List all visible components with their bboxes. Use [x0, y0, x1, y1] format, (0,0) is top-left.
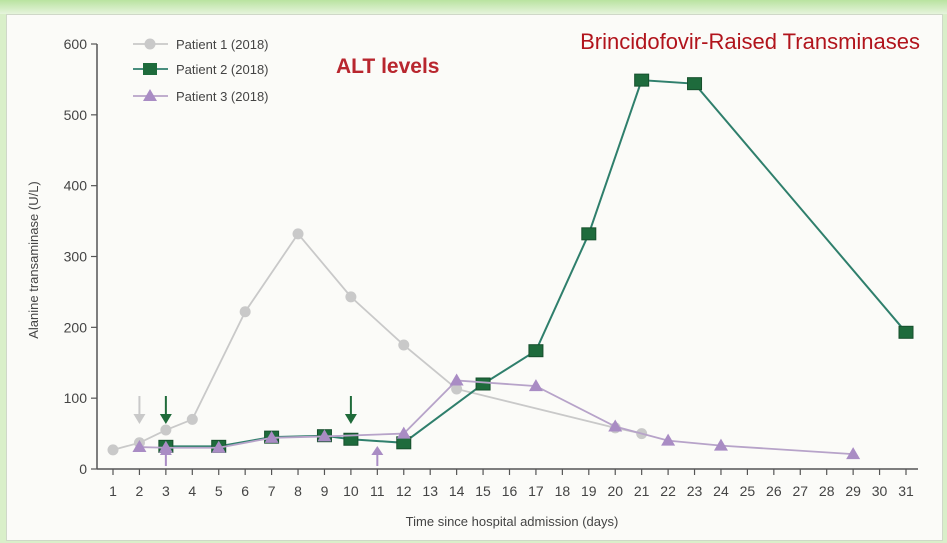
data-point [528, 344, 544, 358]
x-tick-label: 3 [162, 483, 170, 499]
series-2 [158, 73, 914, 453]
x-tick-label: 19 [581, 483, 597, 499]
x-tick-label: 27 [792, 483, 808, 499]
y-tick-label: 200 [64, 319, 88, 335]
legend-label: Patient 3 (2018) [176, 89, 269, 104]
data-point [687, 77, 703, 91]
top-strip [0, 0, 947, 14]
x-tick-label: 26 [766, 483, 782, 499]
x-tick-label: 2 [136, 483, 144, 499]
x-tick-label: 7 [268, 483, 276, 499]
legend-marker [144, 38, 156, 50]
x-tick-label: 22 [660, 483, 676, 499]
x-tick-label: 14 [449, 483, 465, 499]
x-tick-label: 25 [740, 483, 756, 499]
x-tick-label: 23 [687, 483, 703, 499]
x-tick-label: 9 [321, 483, 329, 499]
data-point [396, 426, 411, 439]
x-tick-label: 18 [555, 483, 571, 499]
dose-arrow-head [371, 446, 384, 455]
series-1 [107, 228, 648, 456]
series-line [165, 79, 907, 448]
x-tick-label: 20 [607, 483, 623, 499]
y-tick-label: 100 [64, 390, 88, 406]
x-tick-label: 21 [634, 483, 650, 499]
y-tick-label: 400 [64, 178, 88, 194]
data-point [449, 373, 464, 386]
data-point [898, 325, 914, 339]
x-tick-label: 4 [188, 483, 196, 499]
x-tick-label: 12 [396, 483, 412, 499]
y-tick-label: 500 [64, 107, 88, 123]
x-tick-label: 5 [215, 483, 223, 499]
data-point [713, 438, 728, 451]
data-point [398, 339, 410, 351]
y-tick-label: 0 [79, 461, 87, 477]
series-3 [132, 373, 861, 460]
y-axis-title: Alanine transaminase (U/L) [26, 181, 41, 339]
data-point [160, 424, 172, 436]
data-point [475, 377, 491, 391]
legend-marker [143, 63, 157, 75]
data-point [846, 447, 861, 460]
dose-arrow-head [159, 446, 172, 455]
data-point [317, 429, 332, 442]
y-tick-label: 300 [64, 249, 88, 265]
data-point [345, 291, 357, 303]
y-tick-label: 600 [64, 36, 88, 52]
data-point [264, 430, 279, 443]
data-point [581, 227, 597, 241]
data-point [608, 419, 623, 432]
x-tick-label: 6 [241, 483, 249, 499]
data-point [396, 436, 412, 450]
x-tick-label: 1 [109, 483, 117, 499]
x-tick-label: 28 [819, 483, 835, 499]
data-point [211, 440, 226, 453]
data-point [186, 413, 198, 425]
x-tick-label: 29 [845, 483, 861, 499]
data-point [661, 433, 676, 446]
legend: Patient 1 (2018) Patient 2 (2018) Patient … [133, 37, 269, 104]
data-point [451, 383, 463, 395]
dose-arrow-head [133, 414, 146, 424]
x-tick-label: 24 [713, 483, 729, 499]
data-point [107, 444, 119, 456]
series-line [139, 379, 854, 456]
legend-marker [143, 89, 157, 101]
x-tick-label: 8 [294, 483, 302, 499]
x-tick-label: 31 [898, 483, 914, 499]
legend-label: Patient 2 (2018) [176, 62, 269, 77]
legend-label: Patient 1 (2018) [176, 37, 269, 52]
x-tick-label: 13 [422, 483, 438, 499]
x-tick-label: 10 [343, 483, 359, 499]
x-axis-title: Time since hospital admission (days) [406, 514, 619, 529]
x-tick-label: 11 [370, 483, 385, 499]
x-tick-label: 17 [528, 483, 544, 499]
dose-arrow-head [344, 414, 357, 424]
x-tick-label: 15 [475, 483, 491, 499]
chart-subtitle: ALT levels [336, 55, 439, 78]
dose-arrow-head [159, 414, 172, 424]
data-point [132, 440, 147, 453]
data-point [292, 228, 304, 240]
x-tick-label: 30 [872, 483, 888, 499]
chart-title: Brincidofovir-Raised Transminases [580, 29, 920, 54]
data-point [239, 306, 251, 318]
x-tick-label: 16 [502, 483, 518, 499]
data-point [528, 379, 543, 392]
data-point [634, 73, 650, 87]
